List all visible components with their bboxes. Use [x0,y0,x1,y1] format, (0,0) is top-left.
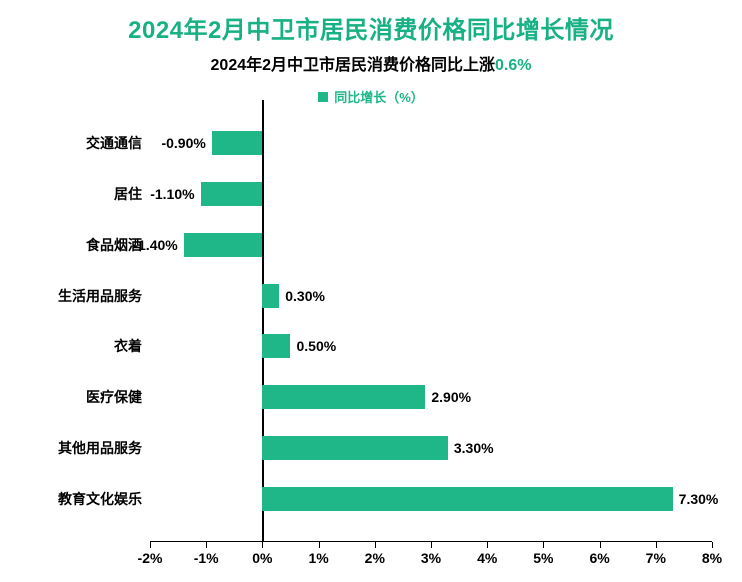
x-tick-label: -1% [194,550,219,566]
x-tick-mark [656,542,657,548]
bar [262,284,279,308]
category-label: 交通通信 [86,133,142,153]
plot-area: 交通通信居住食品烟酒生活用品服务衣着医疗保健其他用品服务教育文化娱乐 -2%-1… [20,100,722,542]
x-tick-mark [319,542,320,548]
value-label: -1.40% [133,237,177,253]
x-tick-mark [375,542,376,548]
x-tick-mark [712,542,713,548]
x-tick-label: 3% [421,550,441,566]
x-tick-label: 1% [308,550,328,566]
x-tick-label: 0% [252,550,272,566]
category-label: 教育文化娱乐 [58,489,142,509]
x-tick-mark [206,542,207,548]
bar [262,385,425,409]
chart-subtitle: 2024年2月中卫市居民消费价格同比上涨0.6% [20,51,722,75]
category-label: 衣着 [114,336,142,356]
x-tick-label: -2% [138,550,163,566]
plot: -2%-1%0%1%2%3%4%5%6%7%8%-0.90%-1.10%-1.4… [150,100,712,542]
zero-line [262,100,264,542]
value-label: -0.90% [161,135,205,151]
x-tick-mark [262,542,263,548]
subtitle-highlight: 0.6% [495,57,531,74]
value-label: 7.30% [679,491,719,507]
x-tick-mark [431,542,432,548]
x-tick-mark [150,542,151,548]
value-label: 3.30% [454,440,494,456]
category-label: 生活用品服务 [58,286,142,306]
value-label: 2.90% [431,389,471,405]
chart-container: 2024年2月中卫市居民消费价格同比增长情况 2024年2月中卫市居民消费价格同… [0,0,742,582]
bar [201,182,263,206]
y-axis-labels: 交通通信居住食品烟酒生活用品服务衣着医疗保健其他用品服务教育文化娱乐 [20,100,150,542]
bar [262,487,672,511]
x-tick-mark [487,542,488,548]
chart-title: 2024年2月中卫市居民消费价格同比增长情况 [20,10,722,45]
x-tick-label: 5% [533,550,553,566]
bar [262,334,290,358]
x-tick-mark [543,542,544,548]
x-tick-label: 2% [365,550,385,566]
x-tick-label: 6% [589,550,609,566]
x-tick-label: 8% [702,550,722,566]
x-tick-mark [600,542,601,548]
category-label: 其他用品服务 [58,438,142,458]
value-label: 0.50% [297,338,337,354]
value-label: 0.30% [285,288,325,304]
bar [184,233,263,257]
subtitle-prefix: 2024年2月中卫市居民消费价格同比上涨 [211,57,496,74]
category-label: 医疗保健 [86,387,142,407]
x-tick-label: 7% [646,550,666,566]
bar [212,131,263,155]
bar [262,436,447,460]
x-tick-label: 4% [477,550,497,566]
value-label: -1.10% [150,186,194,202]
category-label: 居住 [114,184,142,204]
